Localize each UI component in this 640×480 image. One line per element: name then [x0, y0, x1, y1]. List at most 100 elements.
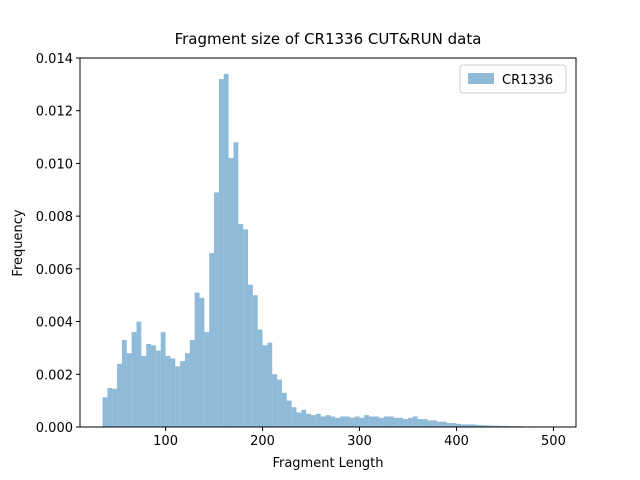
bar	[301, 409, 307, 427]
bar	[471, 424, 476, 427]
legend-box	[459, 64, 567, 94]
bar	[374, 416, 379, 427]
bar	[320, 416, 326, 427]
bar	[408, 417, 413, 427]
y-tick-label: 0.004	[36, 316, 73, 331]
bar	[364, 415, 370, 427]
bar	[500, 425, 505, 427]
bar	[209, 253, 215, 427]
bar	[296, 412, 302, 427]
x-tick-label: 400	[444, 434, 469, 449]
bar	[281, 392, 287, 427]
bar	[214, 192, 219, 427]
bar	[388, 416, 394, 427]
bar	[233, 142, 239, 428]
y-tick-label: 0.006	[36, 263, 73, 278]
y-tick-label: 0.002	[36, 368, 73, 383]
y-tick-label: 0.010	[36, 157, 73, 172]
bar	[330, 416, 336, 427]
bar	[257, 329, 263, 427]
x-tick-label: 500	[541, 434, 566, 449]
bar	[155, 350, 161, 427]
bar	[117, 363, 122, 427]
chart-title: Fragment size of CR1336 CUT&RUN data	[175, 30, 482, 48]
axes-frame	[79, 57, 577, 428]
bar	[277, 379, 282, 427]
x-axis-label: Fragment Length	[272, 456, 383, 471]
bar	[151, 345, 156, 427]
bar	[456, 423, 462, 427]
bar	[359, 417, 365, 427]
bar	[485, 425, 491, 427]
bar	[267, 342, 273, 427]
bar	[291, 407, 297, 427]
bar	[112, 388, 118, 427]
y-tick-label: 0.000	[36, 421, 73, 436]
bar	[136, 321, 142, 427]
bar	[427, 420, 433, 427]
bar	[194, 292, 200, 427]
bar	[446, 423, 452, 427]
x-tick-label: 200	[250, 434, 275, 449]
bar	[199, 297, 205, 427]
bar	[160, 332, 166, 427]
bar	[146, 343, 152, 427]
x-tick-label: 300	[347, 434, 372, 449]
bar	[344, 416, 350, 427]
bar	[204, 332, 210, 427]
bar	[398, 417, 404, 427]
bar	[378, 417, 384, 427]
y-axis-label: Frequency	[11, 209, 26, 276]
bar	[228, 158, 234, 427]
bar	[107, 387, 113, 427]
y-tick-label: 0.008	[36, 210, 73, 225]
bar	[475, 424, 481, 427]
bar	[325, 415, 331, 427]
bar	[218, 79, 224, 427]
bar	[102, 397, 108, 427]
bar	[286, 400, 292, 427]
bar	[311, 415, 316, 427]
bar	[441, 421, 447, 427]
bar	[403, 419, 408, 427]
bar	[417, 419, 423, 427]
bar	[175, 366, 181, 427]
legend-swatch	[468, 73, 494, 84]
bar	[189, 340, 195, 427]
bar	[412, 416, 418, 427]
bar	[349, 417, 355, 427]
bar	[223, 73, 229, 428]
bar	[121, 340, 127, 427]
bar	[248, 284, 253, 427]
bar	[252, 295, 258, 427]
bar	[432, 420, 438, 427]
bar	[165, 355, 171, 427]
bar	[369, 416, 375, 427]
bar	[262, 345, 268, 427]
legend-label: CR1336	[502, 73, 553, 88]
bar	[340, 416, 345, 427]
bar	[451, 423, 457, 427]
bar	[180, 361, 185, 427]
bar	[141, 355, 147, 427]
bar	[306, 413, 312, 427]
y-tick-label: 0.012	[36, 105, 73, 120]
bar	[422, 419, 428, 427]
bar	[170, 358, 176, 427]
bar	[461, 424, 467, 427]
bar	[480, 425, 486, 427]
bar	[466, 424, 472, 427]
bar	[272, 374, 278, 427]
bar	[383, 416, 389, 427]
bar	[490, 425, 496, 427]
bar	[131, 332, 137, 427]
bar	[315, 413, 321, 427]
bar	[437, 421, 442, 427]
bar	[184, 353, 190, 427]
bar	[504, 425, 510, 427]
bar	[243, 229, 248, 427]
y-tick-label: 0.014	[36, 52, 73, 67]
x-tick-label: 100	[153, 434, 178, 449]
bar	[238, 224, 244, 427]
